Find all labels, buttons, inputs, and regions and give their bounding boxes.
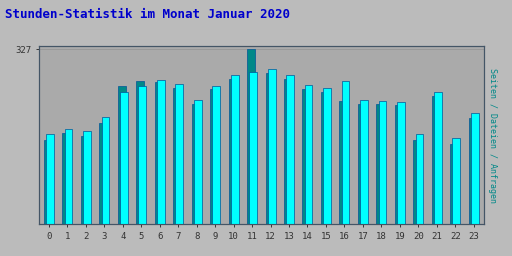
Bar [339,101,347,224]
Bar [194,100,202,224]
Bar [210,89,218,224]
Bar [191,104,200,224]
Bar [247,49,255,224]
Bar [81,136,89,224]
Bar [303,89,310,224]
Bar [99,123,107,224]
Bar [44,140,52,224]
Bar [358,104,366,224]
Bar [83,131,91,224]
Bar [62,133,70,224]
Bar [323,88,331,224]
Bar [453,137,460,224]
Bar [378,101,387,224]
Bar [46,134,54,224]
Bar [155,82,162,224]
Bar [268,69,275,224]
Bar [136,81,144,224]
Bar [284,79,292,224]
Bar [360,100,368,224]
Bar [305,85,312,224]
Bar [416,134,423,224]
Bar [397,102,405,224]
Bar [120,92,128,224]
Bar [471,113,479,224]
Bar [231,76,239,224]
Bar [266,73,273,224]
Y-axis label: Seiten / Dateien / Anfragen: Seiten / Dateien / Anfragen [488,68,497,202]
Bar [376,104,384,224]
Bar [321,92,329,224]
Bar [342,81,349,224]
Bar [468,118,477,224]
Bar [65,129,72,224]
Bar [176,84,183,224]
Text: Stunden-Statistik im Monat Januar 2020: Stunden-Statistik im Monat Januar 2020 [5,8,290,21]
Bar [413,140,421,224]
Bar [138,86,146,224]
Bar [212,86,220,224]
Bar [157,80,165,224]
Bar [249,72,257,224]
Bar [286,76,294,224]
Bar [434,92,442,224]
Bar [395,105,402,224]
Bar [118,86,125,224]
Bar [101,117,109,224]
Bar [432,96,439,224]
Bar [229,79,237,224]
Bar [173,88,181,224]
Bar [450,144,458,224]
